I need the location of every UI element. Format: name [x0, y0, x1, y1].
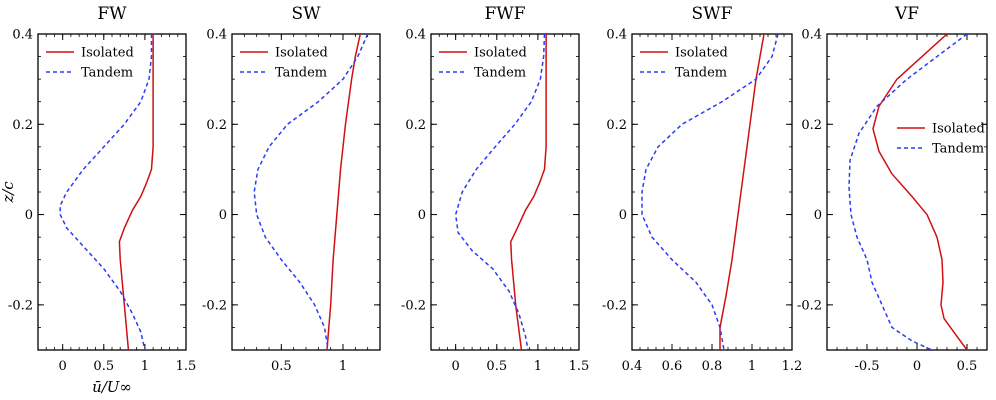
- y-tick-label: 0: [418, 208, 426, 223]
- chart-panel-vf: VF -0.5 0 0.5 -0.2 0 0.2 0.4 Isolated Tandem: [797, 4, 988, 374]
- x-tick-label: 1: [339, 359, 347, 374]
- y-tick-label: 0: [814, 208, 822, 223]
- legend-label: Tandem: [275, 66, 327, 81]
- y-tick-label: -0.2: [401, 298, 426, 313]
- panel-title: FW: [97, 4, 127, 24]
- x-tick-label: 0.5: [957, 359, 978, 374]
- x-tick-label: 1.5: [569, 359, 590, 374]
- series-line-isolated: [872, 34, 968, 350]
- plot-frame: [430, 33, 580, 351]
- series-line-tandem: [848, 34, 968, 350]
- y-tick-label: 0.4: [12, 28, 33, 43]
- plot-frame: [231, 33, 381, 351]
- y-tick-label: 0.4: [606, 28, 627, 43]
- x-tick-label: 0: [452, 359, 460, 374]
- y-axis-label: z/c: [0, 181, 17, 204]
- panel-title: FWF: [484, 4, 525, 24]
- x-tick-label: 1: [748, 359, 756, 374]
- series-line-tandem: [253, 34, 369, 350]
- x-tick-label: 1.5: [176, 359, 197, 374]
- legend-label: Tandem: [81, 66, 133, 81]
- series-line-isolated: [719, 34, 765, 350]
- chart-panel-fwf: FWF 0 0.5 1 1.5 -0.2 0 0.2 0.4 Isolated Tandem: [401, 4, 589, 374]
- series-line-tandem: [59, 34, 153, 350]
- x-tick-label: 0.5: [271, 359, 292, 374]
- series-line-isolated: [118, 34, 154, 350]
- plot-frame: [631, 33, 793, 351]
- legend-label: Isolated: [675, 46, 728, 61]
- y-tick-label: -0.2: [202, 298, 227, 313]
- x-tick-label: 1: [534, 359, 542, 374]
- chart-panel-swf: SWF 0.4 0.6 0.8 1 1.2 -0.2 0 0.2 0.4 Isolated Tande…: [602, 4, 802, 374]
- plot-frame: [37, 33, 187, 351]
- series-line-isolated: [510, 34, 547, 350]
- y-tick-label: 0: [619, 208, 627, 223]
- y-tick-label: 0.2: [606, 118, 627, 133]
- series-line-tandem: [641, 34, 779, 350]
- legend-label: Tandem: [675, 66, 727, 81]
- legend-label: Isolated: [275, 46, 328, 61]
- legend-label: Isolated: [81, 46, 134, 61]
- y-tick-label: -0.2: [8, 298, 33, 313]
- y-tick-label: 0.4: [206, 28, 227, 43]
- x-tick-label: 0: [59, 359, 67, 374]
- x-axis-label: ū/U∞: [92, 378, 132, 396]
- chart-panel-sw: SW 0.5 1 -0.2 0 0.2 0.4 Isolated Tandem: [202, 4, 381, 374]
- panel-title: SWF: [692, 4, 733, 24]
- legend-label: Isolated: [474, 46, 527, 61]
- y-tick-label: 0.2: [12, 118, 33, 133]
- x-tick-label: 0.5: [93, 359, 114, 374]
- legend-label: Tandem: [932, 142, 984, 157]
- x-tick-label: 0.6: [662, 359, 683, 374]
- chart-panel-fw: FW 0 0.5 1 1.5 -0.2 0 0.2 0.4 Isolated Tandem: [8, 4, 196, 374]
- x-tick-label: 1.2: [782, 359, 803, 374]
- y-tick-label: 0: [25, 208, 33, 223]
- legend: Isolated Tandem: [240, 46, 328, 81]
- x-tick-label: 1: [141, 359, 149, 374]
- x-tick-label: 0.5: [486, 359, 507, 374]
- panel-title: SW: [291, 4, 321, 24]
- y-tick-label: -0.2: [797, 298, 822, 313]
- y-tick-label: -0.2: [602, 298, 627, 313]
- series-line-tandem: [454, 34, 546, 350]
- series-line-isolated: [326, 34, 362, 350]
- x-tick-label: -0.5: [854, 359, 879, 374]
- x-tick-label: 0: [913, 359, 921, 374]
- y-tick-label: 0.4: [801, 28, 822, 43]
- x-tick-label: 0.8: [702, 359, 723, 374]
- legend-label: Isolated: [932, 122, 985, 137]
- y-tick-label: 0.2: [206, 118, 227, 133]
- panel-title: VF: [894, 4, 919, 24]
- y-tick-label: 0.2: [801, 118, 822, 133]
- y-tick-label: 0: [219, 208, 227, 223]
- legend: Isolated Tandem: [439, 46, 527, 81]
- legend-label: Tandem: [474, 66, 526, 81]
- y-tick-label: 0.2: [405, 118, 426, 133]
- plot-frame: [826, 33, 988, 351]
- legend: Isolated Tandem: [897, 122, 985, 157]
- legend: Isolated Tandem: [46, 46, 134, 81]
- y-tick-label: 0.4: [405, 28, 426, 43]
- x-tick-label: 0.4: [622, 359, 643, 374]
- legend: Isolated Tandem: [640, 46, 728, 81]
